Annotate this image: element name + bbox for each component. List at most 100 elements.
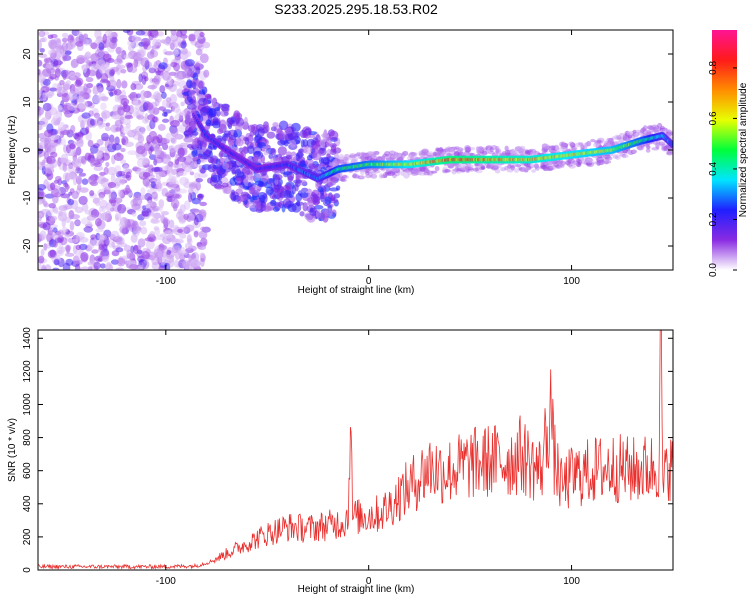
heatmap-cell — [524, 162, 531, 168]
heatmap-cell — [127, 44, 135, 52]
heatmap-cell — [322, 132, 328, 142]
heatmap-cell — [96, 59, 106, 70]
heatmap-cell — [198, 209, 207, 218]
heatmap-cell — [299, 211, 305, 217]
heatmap-cell — [212, 120, 221, 129]
heatmap-cell — [160, 211, 169, 216]
heatmap-cell — [54, 67, 61, 78]
heatmap-cell — [46, 67, 55, 75]
heatmap-cell — [581, 160, 588, 165]
heatmap-cell — [622, 154, 629, 158]
spectrogram-heatmap — [38, 30, 673, 270]
heatmap-cell — [161, 137, 167, 144]
heatmap-cell — [93, 112, 101, 119]
heatmap-cell — [114, 197, 123, 204]
heatmap-cell — [141, 260, 150, 270]
heatmap-cell — [49, 73, 57, 80]
heatmap-cell — [186, 79, 193, 89]
heatmap-cell — [253, 154, 259, 162]
heatmap-cell — [110, 31, 118, 38]
heatmap-cell — [109, 75, 115, 83]
heatmap-cell — [92, 94, 102, 104]
heatmap-cell — [177, 147, 185, 158]
heatmap-cell — [169, 93, 178, 104]
heatmap-cell — [211, 102, 218, 109]
heatmap-cell — [513, 168, 520, 173]
heatmap-cell — [43, 202, 50, 208]
heatmap-cell — [568, 141, 575, 147]
heatmap-cell — [129, 65, 138, 74]
heatmap-cell — [48, 91, 55, 97]
heatmap-cell — [157, 70, 164, 76]
heatmap-cell — [199, 53, 209, 64]
colorbar-tick-label: 0.0 — [708, 263, 719, 277]
heatmap-cell — [56, 246, 65, 257]
heatmap-cell — [173, 134, 184, 140]
heatmap-cell — [64, 216, 71, 224]
heatmap-cell — [113, 58, 123, 65]
heatmap-cell — [95, 152, 104, 160]
heatmap-cell — [559, 146, 567, 152]
heatmap-cell — [96, 175, 107, 185]
heatmap-cell — [550, 145, 556, 151]
heatmap-cell — [67, 172, 76, 181]
heatmap-cell — [480, 165, 485, 170]
heatmap-cell — [158, 62, 168, 70]
heatmap-cell — [491, 165, 499, 170]
heatmap-cell — [451, 168, 457, 175]
heatmap-cell — [157, 250, 163, 259]
heatmap-cell — [400, 170, 405, 176]
heatmap-cell — [110, 68, 115, 76]
heatmap-cell — [48, 202, 56, 209]
heatmap-cell — [231, 189, 236, 196]
heatmap-cell — [178, 188, 188, 194]
heatmap-cell — [151, 167, 161, 173]
heatmap-cell — [293, 179, 303, 184]
heatmap-cell — [71, 238, 79, 243]
heatmap-cell — [122, 30, 131, 34]
heatmap-cell — [136, 114, 145, 120]
heatmap-cell — [249, 131, 255, 137]
heatmap-cell — [71, 190, 79, 200]
heatmap-cell — [189, 171, 195, 176]
heatmap-cell — [169, 39, 176, 50]
heatmap-cell — [100, 102, 107, 111]
heatmap-cell — [139, 89, 147, 100]
heatmap-cell — [147, 114, 156, 121]
heatmap-cell — [98, 42, 105, 51]
heatmap-cell — [186, 144, 194, 149]
heatmap-cell — [76, 138, 84, 148]
heatmap-cell — [242, 146, 248, 154]
heatmap-cell — [135, 110, 145, 116]
heatmap-cell — [60, 138, 66, 146]
heatmap-cell — [507, 163, 512, 169]
heatmap-cell — [608, 139, 613, 144]
heatmap-cell — [64, 50, 72, 56]
heatmap-cell — [124, 114, 134, 120]
heatmap-cell — [127, 93, 137, 99]
snr-frame — [37, 329, 674, 571]
heatmap-cell — [278, 120, 289, 131]
heatmap-cell — [60, 193, 71, 199]
heatmap-cell — [92, 85, 99, 96]
heatmap-cell — [155, 171, 162, 181]
heatmap-cell — [223, 130, 231, 136]
heatmap-cell — [670, 142, 673, 147]
heatmap-cell — [131, 129, 138, 134]
colorbar-gradient — [712, 30, 737, 270]
heatmap-cell — [93, 261, 101, 270]
heatmap-cell — [177, 228, 183, 234]
heatmap-cell — [73, 72, 81, 78]
heatmap-cell — [302, 202, 308, 212]
heatmap-cell — [176, 88, 184, 93]
heatmap-cell — [78, 236, 89, 243]
heatmap-cell — [78, 100, 89, 110]
heatmap-cell — [131, 212, 137, 217]
heatmap-cell — [311, 151, 322, 161]
heatmap-cell — [158, 203, 164, 212]
heatmap-cell — [426, 151, 435, 155]
heatmap-cell — [645, 148, 651, 153]
heatmap-cell — [75, 244, 82, 251]
heatmap-cell — [133, 244, 139, 255]
heatmap-cell — [279, 130, 285, 140]
